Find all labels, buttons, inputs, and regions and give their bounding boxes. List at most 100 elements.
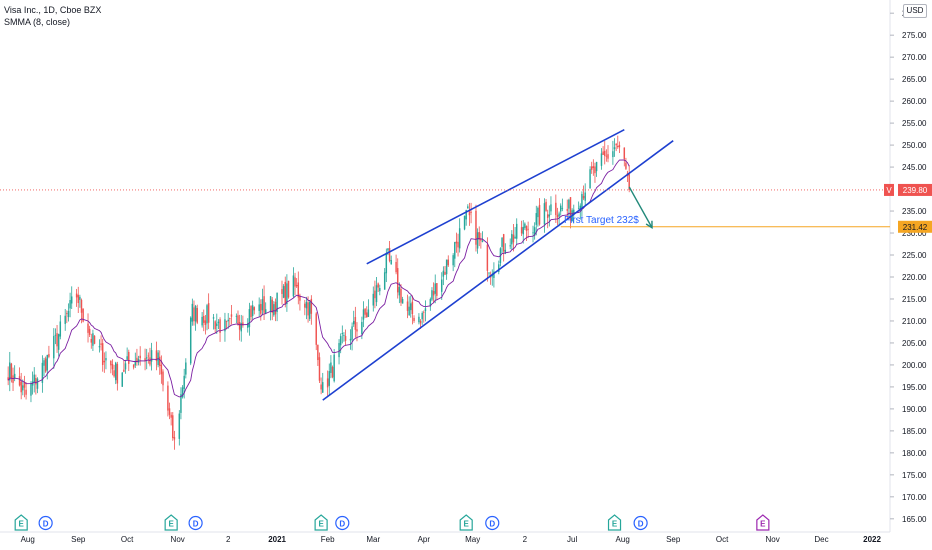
candle-body xyxy=(274,301,277,315)
candle-body xyxy=(592,166,595,169)
candle-body xyxy=(128,351,130,364)
candle-body xyxy=(251,305,254,317)
candle-body xyxy=(546,214,549,218)
candle-body xyxy=(178,413,181,439)
channel-lower-line[interactable] xyxy=(322,140,674,401)
candle-body xyxy=(538,204,541,225)
currency-badge[interactable]: USD xyxy=(903,4,927,18)
candle-body xyxy=(445,259,448,275)
earnings-event-icon[interactable]: E xyxy=(607,514,622,531)
candle-body xyxy=(261,299,264,311)
candle-body xyxy=(248,309,251,328)
candle-body xyxy=(322,382,324,393)
symbol-title[interactable]: Visa Inc., 1D, Cboe BZX xyxy=(4,5,102,15)
dividend-event-icon[interactable]: D xyxy=(633,515,648,531)
candle-body xyxy=(395,261,397,273)
earnings-event-icon[interactable]: E xyxy=(164,514,178,531)
candle-body xyxy=(126,356,128,360)
dividend-event-icon[interactable]: D xyxy=(38,515,53,531)
candle-body xyxy=(59,321,62,337)
candle-body xyxy=(467,206,469,209)
candle-body xyxy=(271,299,273,313)
candle-body xyxy=(339,336,342,346)
channel-upper-line[interactable] xyxy=(366,128,625,265)
svg-text:E: E xyxy=(760,520,766,529)
dividend-event-icon[interactable]: D xyxy=(188,515,203,531)
candle-body xyxy=(501,237,503,247)
candle-body xyxy=(114,362,117,381)
earnings-event-icon[interactable]: E xyxy=(314,514,328,531)
candle-body xyxy=(447,259,449,266)
candle-body xyxy=(615,144,617,146)
candle-body xyxy=(602,151,604,155)
earnings-event-icon[interactable]: E xyxy=(459,514,473,531)
candle-body xyxy=(527,228,529,230)
candle-body xyxy=(18,376,21,386)
candle-body xyxy=(421,312,423,320)
earnings-event-icon[interactable]: E xyxy=(14,514,28,531)
candles xyxy=(7,135,630,450)
candle-body xyxy=(436,283,438,296)
time-tick-label: Feb xyxy=(321,535,335,544)
candle-body xyxy=(375,285,378,303)
candle-body xyxy=(7,377,9,381)
candle-body xyxy=(276,292,278,313)
candle-body xyxy=(292,275,295,297)
indicator-label[interactable]: SMMA (8, close) xyxy=(4,17,71,27)
candle-body xyxy=(475,210,477,245)
candle-body xyxy=(532,232,534,234)
time-tick-label: Dec xyxy=(814,535,828,544)
time-tick-label: Oct xyxy=(716,535,729,544)
last-price-label: 239.80 xyxy=(903,186,928,195)
price-tick-label: 230.00 xyxy=(902,229,927,238)
target-price-label: 231.42 xyxy=(903,223,928,232)
candle-body xyxy=(194,306,197,322)
candle-body xyxy=(132,364,135,368)
candle-body xyxy=(545,201,547,211)
candle-body xyxy=(338,343,340,358)
time-tick-label: 2022 xyxy=(863,535,881,544)
time-tick-label: Apr xyxy=(418,535,431,544)
projection-arrow[interactable] xyxy=(628,186,653,229)
candle-body xyxy=(401,299,404,304)
candle-body xyxy=(150,350,153,362)
candle-body xyxy=(33,374,35,383)
candle-body xyxy=(406,301,409,311)
candle-body xyxy=(206,305,208,324)
candle-body xyxy=(511,233,513,245)
candle-body xyxy=(476,232,479,249)
candle-body xyxy=(217,321,220,324)
candle-body xyxy=(383,272,386,290)
candle-body xyxy=(287,280,290,298)
candle-body xyxy=(594,166,596,174)
first-target-annotation[interactable]: First Target 232$ xyxy=(564,215,639,226)
smma-line xyxy=(7,159,630,398)
candle-body xyxy=(454,242,456,259)
candle-body xyxy=(56,333,58,347)
candle-body xyxy=(111,364,114,370)
candle-body xyxy=(82,308,84,322)
candle-body xyxy=(411,301,414,315)
candle-body xyxy=(207,303,210,323)
candle-body xyxy=(214,321,216,330)
candle-body xyxy=(23,382,26,388)
candle-body xyxy=(555,202,557,215)
price-tick-label: 165.00 xyxy=(902,515,927,524)
candle-body xyxy=(235,315,238,317)
candle-body xyxy=(444,271,446,275)
candle-body xyxy=(457,241,459,248)
dividend-event-icon[interactable]: D xyxy=(485,515,500,531)
price-tick-label: 255.00 xyxy=(902,119,927,128)
candle-body xyxy=(203,315,205,323)
candle-body xyxy=(344,336,347,341)
svg-text:D: D xyxy=(638,520,644,529)
candle-body xyxy=(201,316,203,326)
candle-body xyxy=(304,303,306,308)
candle-body xyxy=(101,343,104,365)
candle-body xyxy=(22,385,24,391)
earnings-event-icon[interactable]: E xyxy=(756,514,770,531)
dividend-event-icon[interactable]: D xyxy=(335,515,350,531)
candle-body xyxy=(489,276,492,278)
price-tick-label: 235.00 xyxy=(902,207,927,216)
